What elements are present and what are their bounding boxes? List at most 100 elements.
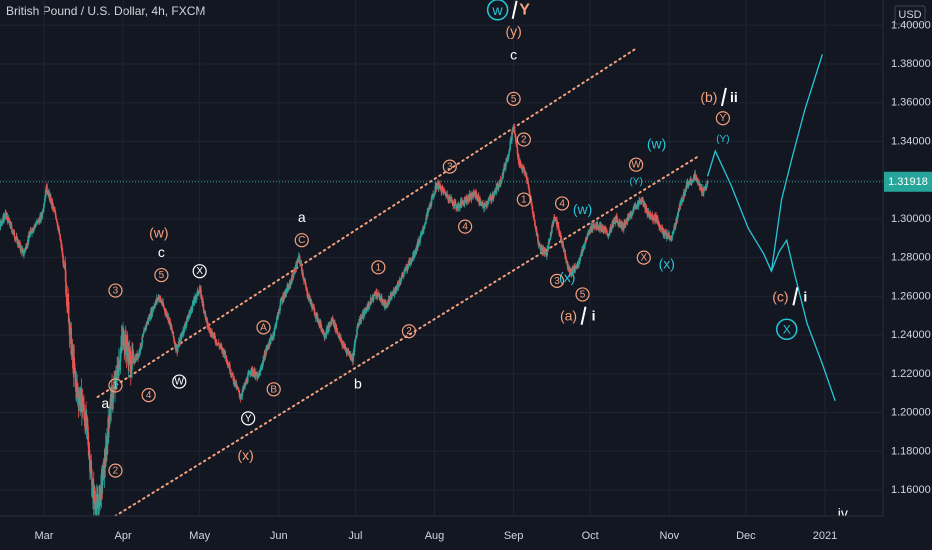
wave-circle-label: 3 [447,162,453,173]
candle-body [414,253,416,255]
candle-body [56,221,58,223]
candle-body [259,369,261,376]
candle-body [316,314,319,321]
candle-body [275,318,278,324]
candle-body [61,248,64,255]
candle-body [645,209,648,213]
candle-body [419,235,422,240]
candle-body [325,330,328,336]
candle-body [472,191,475,197]
candle-body [328,324,331,329]
candle-body [617,222,620,225]
candle-body [286,287,288,292]
candle-body [60,241,62,243]
candle-body [679,203,681,210]
candle-body [247,373,250,375]
wave-circle-label: 3 [554,276,560,287]
candle-body [508,149,511,151]
candle-body [675,219,678,222]
wave-circle [256,320,271,335]
candle-body [371,299,373,300]
candle-body [226,362,229,365]
candle-body [600,224,603,231]
candle-body [61,254,64,256]
candle-body [198,293,200,295]
candle-body [117,367,119,375]
candle-body [399,281,402,283]
candle-body [553,216,556,219]
candle-body [254,373,257,377]
candle-body [236,386,239,389]
candle-body [35,224,37,227]
candle-body [273,332,275,337]
candle-body [405,267,408,268]
candle-body [13,230,16,237]
wave-label: a [101,395,109,411]
candle-body [353,343,356,352]
candle-body [433,194,436,196]
candle-body [605,229,607,231]
candle-body [614,223,616,225]
candle-body [48,191,50,195]
candle-body [423,228,425,231]
candle-body [507,154,510,158]
candle-body [591,227,593,231]
candle-body [252,373,255,376]
label-separator [792,287,799,306]
candle-body [240,396,243,398]
candle-body [429,202,432,206]
candle-body [282,299,285,301]
candle-body [119,350,122,362]
candle-body [241,392,244,397]
candle-body [466,197,469,201]
candle-body [403,269,406,271]
candle-body [218,344,221,347]
candle-body [548,240,551,243]
candle-body [585,238,587,241]
candle-body [704,188,706,190]
candle-body [264,356,266,359]
wave-circle-label: X [196,266,203,277]
currency-label[interactable]: USD [898,9,921,21]
candle-body [684,191,687,192]
wave-circle [629,157,644,172]
candle-body [413,254,416,257]
candle-body [320,322,322,329]
candle-body [271,336,273,338]
candle-body [184,324,187,326]
label-separator [511,0,518,19]
candle-body [557,225,559,226]
candle-body [339,335,341,339]
candle-body [564,250,566,258]
candle-body [209,328,212,334]
candle-body [201,295,203,301]
candle-body [140,345,143,347]
candle-body [648,214,651,215]
grid [0,0,883,516]
candle-body [482,203,484,205]
candle-body [312,306,315,309]
candle-body [658,223,660,227]
candle-body [550,232,553,235]
candle-body [573,265,576,272]
candle-body [287,286,289,292]
candle-body [217,343,219,344]
candle-body [638,200,641,202]
candle-body [381,301,383,303]
wave-label: (w) [573,201,592,217]
candle-body [393,290,395,295]
candle-body [628,215,631,218]
candle-body [591,224,594,229]
candle-body [651,219,654,220]
candle-body [623,222,626,227]
candle-body [466,200,469,202]
candle-body [1,221,4,224]
candle-body [634,205,637,208]
candle-body [677,211,680,216]
candle-body [33,224,36,227]
y-tick-label: 1.30000 [891,213,931,225]
candle-body [659,225,662,229]
candle-body [54,211,57,216]
candle-body [608,233,611,235]
